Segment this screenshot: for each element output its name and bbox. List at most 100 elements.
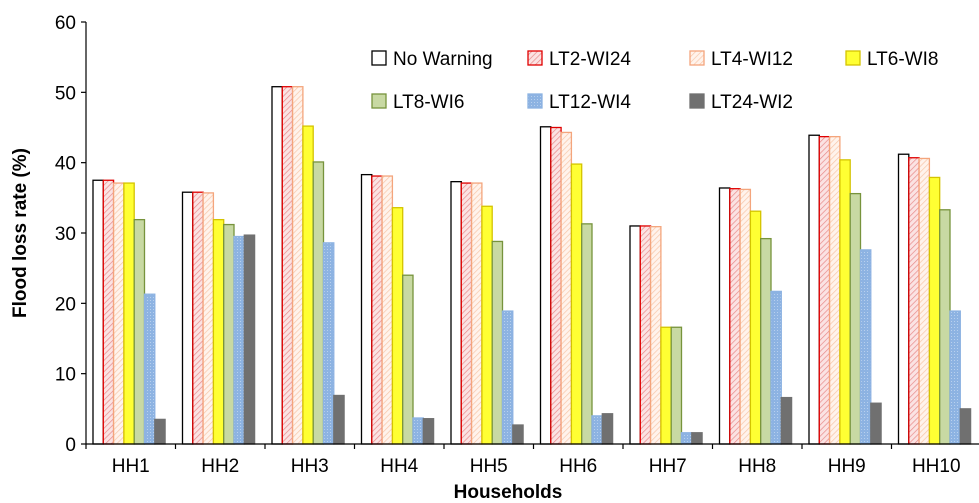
bar-hh9-lt8-wi6 bbox=[849, 192, 862, 445]
bar-hh4-lt8-wi6 bbox=[402, 274, 414, 445]
bar-hh6-lt12-wi4 bbox=[591, 415, 603, 445]
bar-hh9-lt6-wi8 bbox=[839, 159, 851, 445]
x-tick-label: HH5 bbox=[470, 456, 508, 477]
x-tick-label: HH1 bbox=[112, 456, 150, 477]
y-tick-label: 30 bbox=[55, 224, 76, 245]
legend-label: LT12-WI4 bbox=[549, 92, 631, 113]
bar-hh10-lt12-wi4 bbox=[949, 310, 961, 445]
bar-hh3-lt8-wi6 bbox=[312, 161, 325, 445]
bar-hh5-no-warning bbox=[450, 181, 462, 445]
x-tick-label: HH4 bbox=[380, 456, 418, 477]
y-tick-label: 40 bbox=[55, 154, 76, 175]
legend-swatch bbox=[371, 50, 387, 66]
bar-hh10-lt24-wi2 bbox=[959, 408, 972, 445]
bar-hh8-lt2-wi24 bbox=[729, 188, 741, 445]
bar-hh2-lt4-wi12 bbox=[202, 192, 215, 445]
bar-hh8-lt12-wi4 bbox=[770, 290, 782, 445]
bar-hh10-lt4-wi12 bbox=[918, 157, 931, 445]
bar-hh7-no-warning bbox=[629, 225, 641, 445]
bar-hh6-no-warning bbox=[539, 126, 552, 445]
y-tick-label: 60 bbox=[55, 13, 76, 34]
bar-hh3-lt6-wi8 bbox=[302, 125, 314, 445]
bar-hh4-no-warning bbox=[360, 173, 373, 445]
legend-label: LT2-WI24 bbox=[549, 49, 631, 70]
bar-hh7-lt8-wi6 bbox=[670, 326, 683, 445]
bar-hh4-lt6-wi8 bbox=[391, 207, 404, 445]
bar-hh5-lt24-wi2 bbox=[512, 424, 524, 445]
bar-hh6-lt6-wi8 bbox=[570, 163, 583, 445]
bar-hh3-lt4-wi12 bbox=[291, 86, 304, 445]
x-tick-label: HH7 bbox=[649, 456, 687, 477]
bar-hh9-lt2-wi24 bbox=[818, 135, 831, 445]
bar-hh9-lt24-wi2 bbox=[870, 402, 882, 445]
bar-hh5-lt4-wi12 bbox=[470, 182, 483, 445]
legend-item-lt8-wi6: LT8-WI6 bbox=[371, 92, 464, 113]
legend-label: LT4-WI12 bbox=[711, 49, 793, 70]
y-axis-title: Flood loss rate (%) bbox=[10, 148, 31, 318]
bar-hh6-lt8-wi6 bbox=[581, 223, 593, 445]
bar-hh6-lt24-wi2 bbox=[601, 413, 614, 445]
bar-hh10-lt2-wi24 bbox=[908, 157, 920, 445]
y-tick-label: 50 bbox=[55, 83, 76, 104]
bar-hh8-lt24-wi2 bbox=[780, 396, 793, 445]
x-axis-ticks: HH1 HH2 HH3 HH4 HH5 HH6 HH7 HH8 HH9 HH10 bbox=[85, 444, 961, 477]
bar-hh1-lt4-wi12 bbox=[112, 182, 125, 445]
bar-hh1-lt6-wi8 bbox=[123, 182, 135, 445]
bar-hh3-no-warning bbox=[271, 86, 283, 445]
legend-item-lt4-wi12: LT4-WI12 bbox=[689, 49, 793, 70]
bar-hh2-lt6-wi8 bbox=[212, 218, 225, 445]
bar-hh6-lt2-wi24 bbox=[550, 126, 562, 445]
plot-area bbox=[92, 86, 972, 445]
bar-hh7-lt6-wi8 bbox=[660, 326, 672, 445]
bar-hh5-lt6-wi8 bbox=[481, 205, 493, 445]
x-tick-label: HH8 bbox=[738, 456, 776, 477]
bar-hh2-lt12-wi4 bbox=[233, 235, 245, 445]
bar-hh2-lt24-wi2 bbox=[243, 234, 256, 445]
x-tick-label: HH2 bbox=[201, 456, 239, 477]
x-tick-label: HH10 bbox=[912, 456, 961, 477]
legend-item-no-warning: No Warning bbox=[371, 49, 493, 70]
bar-hh10-lt6-wi8 bbox=[928, 176, 941, 445]
bar-hh10-lt8-wi6 bbox=[939, 209, 951, 445]
bar-hh4-lt12-wi4 bbox=[412, 417, 424, 445]
x-tick-label: HH9 bbox=[828, 456, 866, 477]
legend-swatch bbox=[527, 93, 543, 109]
x-tick-label: HH3 bbox=[291, 456, 329, 477]
bar-hh9-lt12-wi4 bbox=[859, 249, 872, 445]
bar-hh1-no-warning bbox=[92, 179, 104, 445]
legend-swatch bbox=[689, 93, 705, 109]
bar-hh8-lt6-wi8 bbox=[749, 210, 762, 445]
bar-hh1-lt8-wi6 bbox=[133, 218, 146, 445]
bar-hh3-lt12-wi4 bbox=[322, 242, 335, 445]
y-tick-label: 20 bbox=[55, 294, 76, 315]
legend-item-lt12-wi4: LT12-WI4 bbox=[527, 92, 631, 113]
legend-item-lt2-wi24: LT2-WI24 bbox=[527, 49, 631, 70]
bar-hh4-lt24-wi2 bbox=[422, 418, 435, 445]
bar-hh8-lt8-wi6 bbox=[760, 237, 772, 445]
x-tick-label: HH6 bbox=[559, 456, 597, 477]
bar-hh7-lt24-wi2 bbox=[691, 432, 703, 445]
legend-swatch bbox=[371, 93, 387, 109]
bar-hh3-lt2-wi24 bbox=[281, 86, 294, 445]
y-tick-label: 10 bbox=[55, 365, 76, 386]
bar-hh7-lt4-wi12 bbox=[649, 226, 662, 445]
bar-hh1-lt24-wi2 bbox=[154, 418, 166, 445]
bar-hh5-lt2-wi24 bbox=[460, 182, 473, 445]
legend-swatch bbox=[527, 50, 543, 66]
bar-hh2-no-warning bbox=[181, 191, 194, 445]
bar-hh7-lt12-wi4 bbox=[680, 432, 693, 445]
bar-hh1-lt2-wi24 bbox=[102, 179, 115, 445]
legend-label: LT24-WI2 bbox=[711, 92, 793, 113]
bar-hh2-lt2-wi24 bbox=[192, 191, 204, 445]
y-axis-ticks: 0 10 20 30 40 50 60 bbox=[55, 13, 86, 456]
bar-hh8-no-warning bbox=[718, 187, 731, 445]
legend-swatch bbox=[845, 50, 861, 66]
bar-hh3-lt24-wi2 bbox=[333, 394, 345, 445]
legend-label: LT8-WI6 bbox=[393, 92, 464, 113]
bar-hh5-lt8-wi6 bbox=[491, 240, 504, 445]
bar-hh4-lt2-wi24 bbox=[371, 175, 383, 445]
bar-hh2-lt8-wi6 bbox=[223, 223, 235, 445]
legend-item-lt24-wi2: LT24-WI2 bbox=[689, 92, 793, 113]
legend-item-lt6-wi8: LT6-WI8 bbox=[845, 49, 938, 70]
